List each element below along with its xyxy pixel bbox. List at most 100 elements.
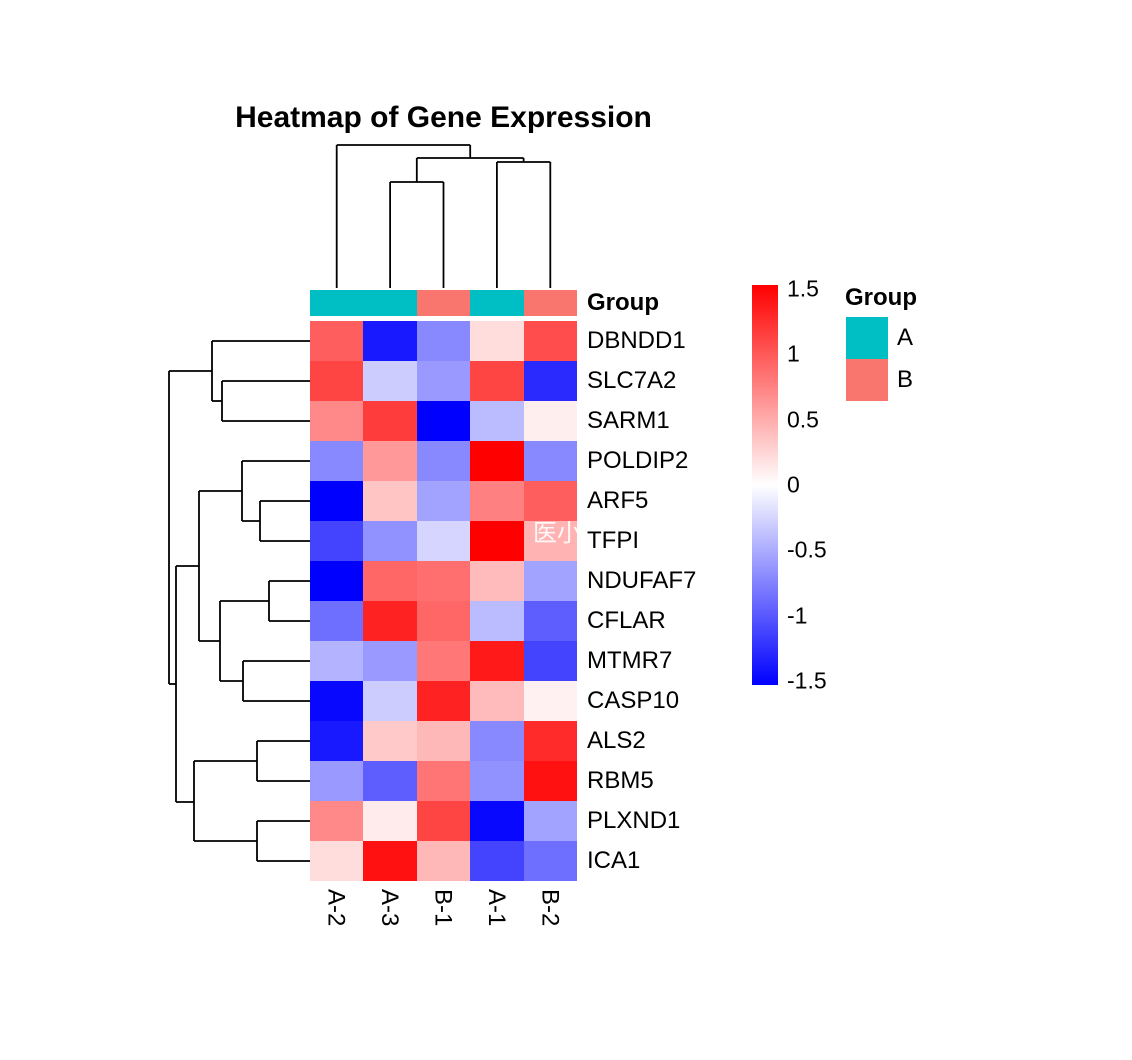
row-label-MTMR7: MTMR7 bbox=[587, 647, 673, 674]
annotation-segment-B bbox=[416, 290, 471, 316]
heatmap-cell-NDUFAF7-B-2 bbox=[523, 561, 577, 601]
row-label-ICA1: ICA1 bbox=[587, 847, 641, 874]
row-label-SLC7A2: SLC7A2 bbox=[587, 367, 677, 394]
heatmap-cell-CFLAR-A-2 bbox=[310, 601, 364, 641]
row-label-POLDIP2: POLDIP2 bbox=[587, 447, 689, 474]
heatmap-cell-DBNDD1-A-3 bbox=[363, 321, 417, 361]
heatmap-cell-MTMR7-A-2 bbox=[310, 641, 364, 681]
heatmap-cell-DBNDD1-A-2 bbox=[310, 321, 364, 361]
heatmap-cell-PLXND1-A-3 bbox=[363, 801, 417, 841]
column-label-A-2: A-2 bbox=[322, 889, 350, 927]
row-label-ARF5: ARF5 bbox=[587, 487, 649, 514]
legend-swatch-A bbox=[846, 317, 888, 359]
heatmap-cell-SARM1-A-2 bbox=[310, 401, 364, 441]
annotation-segment-A bbox=[363, 290, 417, 316]
heatmap-cell-CFLAR-B-2 bbox=[523, 601, 577, 641]
heatmap-cell-DBNDD1-B-2 bbox=[523, 321, 577, 361]
column-label-A-3: A-3 bbox=[376, 889, 404, 927]
heatmap-cell-ICA1-B-1 bbox=[416, 841, 471, 881]
heatmap-cell-ICA1-B-2 bbox=[523, 841, 577, 881]
heatmap-cell-CASP10-A-1 bbox=[470, 681, 524, 721]
heatmap-cell-POLDIP2-B-2 bbox=[523, 441, 577, 481]
heatmap-cell-CASP10-B-1 bbox=[416, 681, 471, 721]
colorbar-tick-1.5: 1.5 bbox=[787, 275, 819, 302]
row-label-ALS2: ALS2 bbox=[587, 727, 646, 754]
colorbar-tick--1.5: -1.5 bbox=[787, 667, 827, 694]
column-label-B-1: B-1 bbox=[429, 889, 457, 927]
heatmap-cell-RBM5-A-3 bbox=[363, 761, 417, 801]
legend-swatch-B bbox=[846, 359, 888, 401]
heatmap-cell-RBM5-B-2 bbox=[523, 761, 577, 801]
heatmap-cell-DBNDD1-A-1 bbox=[470, 321, 524, 361]
heatmap-cell-NDUFAF7-A-2 bbox=[310, 561, 364, 601]
heatmap-cell-PLXND1-B-1 bbox=[416, 801, 471, 841]
heatmap-cell-MTMR7-A-3 bbox=[363, 641, 417, 681]
heatmap-cell-SARM1-B-1 bbox=[416, 401, 471, 441]
heatmap-cell-CFLAR-A-3 bbox=[363, 601, 417, 641]
colorbar-tick-1: 1 bbox=[787, 340, 800, 367]
heatmap-cell-MTMR7-B-1 bbox=[416, 641, 471, 681]
row-label-RBM5: RBM5 bbox=[587, 767, 654, 794]
heatmap-cell-ICA1-A-2 bbox=[310, 841, 364, 881]
heatmap-cell-ALS2-A-1 bbox=[470, 721, 524, 761]
heatmap-cell-SARM1-A-1 bbox=[470, 401, 524, 441]
heatmap-cell-SLC7A2-A-2 bbox=[310, 361, 364, 401]
heatmap-cell-ALS2-B-2 bbox=[523, 721, 577, 761]
column-label-A-1: A-1 bbox=[482, 889, 510, 927]
row-label-DBNDD1: DBNDD1 bbox=[587, 327, 686, 354]
heatmap-cell-SARM1-A-3 bbox=[363, 401, 417, 441]
annotation-segment-B bbox=[523, 290, 578, 316]
legend-group-title: Group bbox=[845, 284, 917, 311]
annotation-segment-A bbox=[470, 290, 524, 316]
heatmap-cell-CASP10-A-2 bbox=[310, 681, 364, 721]
heatmap-cell-SLC7A2-A-3 bbox=[363, 361, 417, 401]
heatmap-cell-SLC7A2-A-1 bbox=[470, 361, 524, 401]
heatmap-cell-TFPI-B-1 bbox=[416, 521, 471, 561]
heatmap-cell-POLDIP2-A-2 bbox=[310, 441, 364, 481]
row-label-TFPI: TFPI bbox=[587, 527, 639, 554]
heatmap-cell-POLDIP2-B-1 bbox=[416, 441, 471, 481]
heatmap-cell-ALS2-A-3 bbox=[363, 721, 417, 761]
row-label-PLXND1: PLXND1 bbox=[587, 807, 681, 834]
heatmap-cell-CASP10-A-3 bbox=[363, 681, 417, 721]
heatmap-cell-POLDIP2-A-3 bbox=[363, 441, 417, 481]
heatmap-cell-ARF5-B-1 bbox=[416, 481, 471, 521]
heatmap-cell-ARF5-B-2 bbox=[523, 481, 577, 521]
heatmap-cell-CFLAR-B-1 bbox=[416, 601, 471, 641]
heatmap-cell-TFPI-B-2 bbox=[523, 521, 577, 561]
heatmap-cell-SLC7A2-B-1 bbox=[416, 361, 471, 401]
column-annotation-bar bbox=[310, 290, 578, 316]
heatmap-cell-CASP10-B-2 bbox=[523, 681, 577, 721]
colorbar-gradient bbox=[752, 285, 778, 685]
heatmap-cell-ICA1-A-3 bbox=[363, 841, 417, 881]
heatmap-cell-NDUFAF7-A-1 bbox=[470, 561, 524, 601]
heatmap-cell-TFPI-A-2 bbox=[310, 521, 364, 561]
heatmap-grid bbox=[310, 321, 577, 881]
colorbar-tick-0: 0 bbox=[787, 471, 800, 498]
heatmap-cell-ARF5-A-3 bbox=[363, 481, 417, 521]
heatmap-cell-NDUFAF7-A-3 bbox=[363, 561, 417, 601]
heatmap-cell-RBM5-A-2 bbox=[310, 761, 364, 801]
colorbar-tick--1: -1 bbox=[787, 602, 808, 629]
colorbar-tick--0.5: -0.5 bbox=[787, 536, 827, 563]
heatmap-cell-DBNDD1-B-1 bbox=[416, 321, 471, 361]
heatmap-cell-RBM5-B-1 bbox=[416, 761, 471, 801]
heatmap-cell-TFPI-A-3 bbox=[363, 521, 417, 561]
column-label-B-2: B-2 bbox=[536, 889, 564, 927]
heatmap-cell-PLXND1-B-2 bbox=[523, 801, 577, 841]
heatmap-cell-ICA1-A-1 bbox=[470, 841, 524, 881]
heatmap-cell-SARM1-B-2 bbox=[523, 401, 577, 441]
heatmap-cell-MTMR7-B-2 bbox=[523, 641, 577, 681]
heatmap-cell-PLXND1-A-1 bbox=[470, 801, 524, 841]
heatmap-cell-ALS2-A-2 bbox=[310, 721, 364, 761]
heatmap-cell-NDUFAF7-B-1 bbox=[416, 561, 471, 601]
row-label-CFLAR: CFLAR bbox=[587, 607, 666, 634]
legend-label-B: B bbox=[897, 366, 914, 393]
colorbar-tick-0.5: 0.5 bbox=[787, 406, 819, 433]
column-annotation-label: Group bbox=[587, 289, 659, 316]
heatmap-cell-PLXND1-A-2 bbox=[310, 801, 364, 841]
heatmap-cell-ALS2-B-1 bbox=[416, 721, 471, 761]
heatmap-cell-POLDIP2-A-1 bbox=[470, 441, 524, 481]
legend-label-A: A bbox=[897, 324, 914, 351]
heatmap-cell-TFPI-A-1 bbox=[470, 521, 524, 561]
